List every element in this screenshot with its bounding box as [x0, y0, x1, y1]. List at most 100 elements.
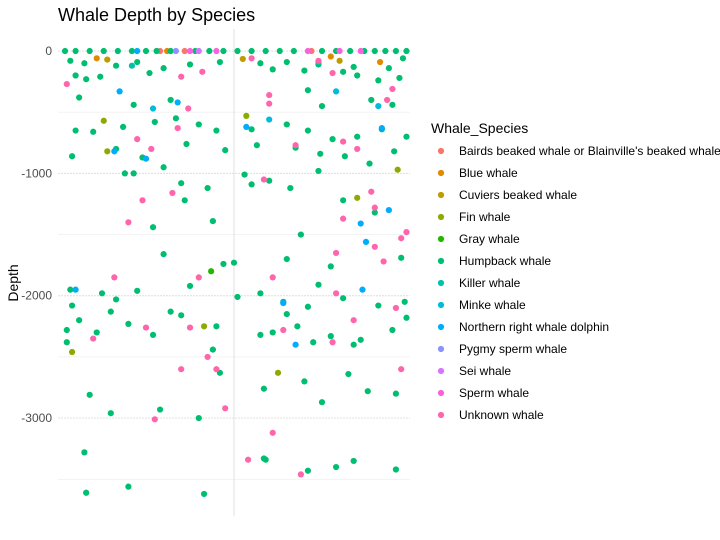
point-humpback-whale — [67, 286, 74, 293]
point-humpback-whale — [340, 295, 347, 302]
grid-lines — [58, 29, 410, 516]
point-unknown-whale — [354, 145, 361, 153]
point-humpback-whale — [72, 47, 79, 55]
point-unknown-whale — [178, 366, 185, 373]
point-humpback-whale — [315, 281, 322, 288]
point-fin-whale — [200, 323, 208, 330]
point-humpback-whale — [213, 127, 220, 134]
point-northern-right-whale-dolphin — [116, 88, 123, 95]
point-blue-whale — [93, 55, 100, 62]
point-humpback-whale — [234, 47, 241, 55]
point-northern-right-whale-dolphin — [243, 123, 250, 130]
point-unknown-whale — [178, 73, 185, 80]
point-unknown-whale — [332, 249, 340, 257]
point-unknown-whale — [269, 274, 276, 281]
point-unknown-whale — [169, 189, 176, 197]
point-humpback-whale — [130, 170, 137, 177]
data-points — [61, 47, 410, 498]
point-humpback-whale — [310, 339, 317, 346]
point-northern-right-whale-dolphin — [174, 99, 181, 106]
point-humpback-whale — [160, 65, 167, 72]
y-tick-label: 0 — [45, 44, 52, 58]
point-humpback-whale — [134, 287, 141, 294]
point-unknown-whale — [380, 258, 387, 265]
point-unknown-whale — [90, 335, 97, 342]
legend-label-bairds-beaked-whale-or-blainville-s-beaked-whale: Bairds beaked whale or Blainville's beak… — [459, 144, 720, 158]
point-humpback-whale — [317, 150, 324, 157]
point-humpback-whale — [350, 341, 357, 348]
point-humpback-whale — [257, 331, 264, 339]
point-humpback-whale — [68, 153, 76, 160]
point-fin-whale — [394, 166, 401, 173]
point-humpback-whale — [97, 73, 104, 80]
point-humpback-whale — [290, 47, 297, 55]
point-humpback-whale — [204, 184, 211, 192]
point-fin-whale — [354, 194, 361, 201]
point-humpback-whale — [206, 47, 213, 55]
y-axis-ticks: 0 -1000 -2000 -3000 — [21, 44, 52, 425]
point-unknown-whale — [204, 353, 211, 361]
point-humpback-whale — [403, 47, 410, 55]
point-sperm-whale — [357, 47, 364, 55]
point-humpback-whale — [100, 47, 107, 55]
point-unknown-whale — [350, 317, 357, 324]
point-humpback-whale — [276, 47, 283, 55]
point-humpback-whale — [220, 47, 227, 55]
point-northern-right-whale-dolphin — [111, 148, 118, 155]
point-unknown-whale — [151, 416, 158, 423]
point-humpback-whale — [253, 142, 260, 149]
legend-label-killer-whale: Killer whale — [459, 276, 521, 290]
point-humpback-whale — [83, 489, 90, 496]
point-humpback-whale — [248, 181, 255, 188]
legend-key-gray-whale — [437, 235, 445, 243]
legend-key-sperm-whale — [437, 389, 445, 397]
point-humpback-whale — [366, 160, 373, 167]
point-sperm-whale — [304, 47, 312, 55]
point-humpback-whale — [269, 66, 276, 73]
point-unknown-whale — [185, 105, 192, 112]
point-humpback-whale — [67, 57, 74, 64]
point-humpback-whale — [112, 296, 120, 303]
point-unknown-whale — [368, 188, 375, 195]
point-humpback-whale — [345, 370, 352, 378]
legend: Whale_Species Bairds beaked whale or Bla… — [431, 120, 720, 422]
point-humpback-whale — [81, 449, 88, 456]
point-humpback-whale — [248, 126, 255, 133]
point-humpback-whale — [304, 303, 312, 310]
point-humpback-whale — [327, 333, 334, 340]
point-humpback-whale — [385, 65, 392, 72]
point-humpback-whale — [350, 457, 357, 465]
point-gray-whale — [208, 268, 215, 275]
point-humpback-whale — [61, 47, 69, 55]
point-humpback-whale — [195, 415, 202, 422]
point-humpback-whale — [209, 218, 216, 225]
point-humpback-whale — [153, 47, 160, 55]
point-unknown-whale — [371, 243, 378, 250]
legend-key-killer-whale — [437, 279, 445, 287]
point-humpback-whale — [371, 47, 378, 55]
point-pygmy-sperm-whale — [172, 47, 180, 55]
point-humpback-whale — [389, 326, 396, 334]
legend-key-bairds-beaked-whale-or-blainville-s-beaked-whale — [437, 147, 445, 155]
point-humpback-whale — [200, 490, 208, 498]
point-northern-right-whale-dolphin — [385, 206, 392, 214]
point-humpback-whale — [107, 410, 114, 417]
point-unknown-whale — [213, 366, 220, 373]
point-humpback-whale — [183, 140, 190, 148]
point-unknown-whale — [148, 145, 155, 153]
point-humpback-whale — [146, 69, 153, 77]
point-humpback-whale — [396, 74, 403, 82]
point-humpback-whale — [375, 302, 382, 309]
point-blue-whale — [327, 53, 334, 60]
point-unknown-whale — [329, 339, 336, 346]
point-killer-whale — [128, 62, 136, 69]
point-humpback-whale — [260, 385, 268, 392]
point-unknown-whale — [266, 91, 273, 99]
point-humpback-whale — [257, 60, 264, 67]
point-humpback-whale — [304, 467, 312, 474]
point-humpback-whale — [403, 133, 410, 140]
point-humpback-whale — [114, 47, 121, 55]
legend-label-unknown-whale: Unknown whale — [459, 408, 544, 422]
point-cuviers-beaked-whale — [239, 55, 246, 63]
